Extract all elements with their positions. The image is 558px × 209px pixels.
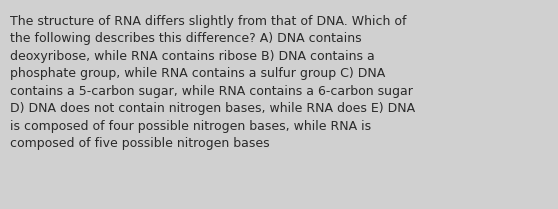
Text: The structure of RNA differs slightly from that of DNA. Which of
the following d: The structure of RNA differs slightly fr… [10,15,415,150]
